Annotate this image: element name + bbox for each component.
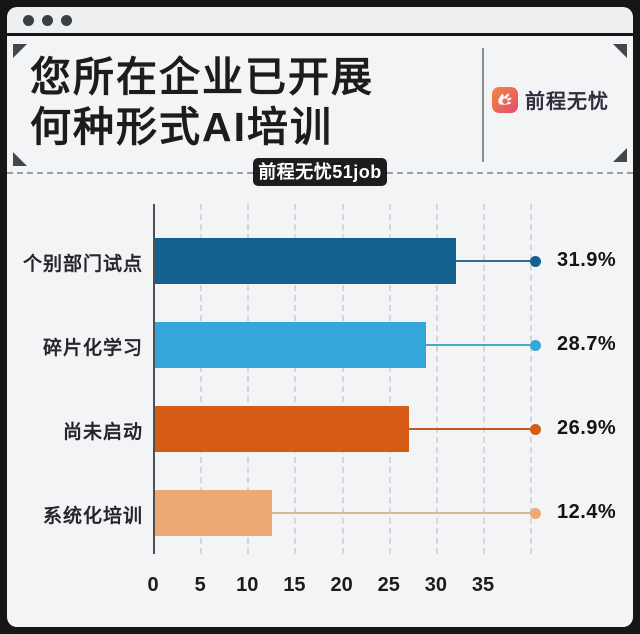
x-axis-tick: 30 <box>424 574 448 596</box>
gridline <box>530 204 533 554</box>
window-dot-icon <box>23 15 34 26</box>
window-titlebar <box>7 7 633 33</box>
corner-mark-top-right <box>613 44 627 58</box>
header-divider <box>482 48 484 162</box>
corner-mark-top-left <box>13 44 27 58</box>
brand-hand-icon <box>492 86 518 113</box>
corner-mark-bottom-left <box>13 152 27 166</box>
page-title: 您所在企业已开展 何种形式AI培训 <box>30 52 470 152</box>
leader-line <box>425 344 535 346</box>
source-badge: 前程无忧51job <box>253 158 387 186</box>
leader-line <box>271 512 535 514</box>
category-label: 碎片化学习 <box>42 338 143 359</box>
x-axis-tick: 15 <box>283 574 306 596</box>
gridline <box>483 204 486 554</box>
bar-chart: 个别部门试点 31.9% 碎片化学习 28.7% 尚未启动 26.9% 系统化培训 12.4%… <box>7 36 633 627</box>
value-label: 31.9% <box>557 249 617 271</box>
category-label: 系统化培训 <box>42 506 143 527</box>
leader-dot-icon <box>530 423 541 435</box>
gridline <box>200 204 203 554</box>
gridline <box>341 204 344 554</box>
gridline <box>247 204 250 554</box>
corner-mark-bottom-right <box>613 148 627 162</box>
leader-line <box>455 260 535 262</box>
category-label: 尚未启动 <box>62 422 143 443</box>
x-axis-tick: 10 <box>236 574 259 596</box>
leader-dot-icon <box>530 507 541 519</box>
leader-dot-icon <box>530 255 541 267</box>
bar <box>155 238 456 284</box>
value-label: 26.9% <box>557 417 617 439</box>
window-content: 您所在企业已开展 何种形式AI培训 前程无忧 前程无忧51job 个别部门试点 3… <box>7 36 633 627</box>
value-label: 28.7% <box>557 333 617 355</box>
gridline <box>388 204 391 554</box>
y-axis-line <box>153 204 155 554</box>
page-title-line2: 何种形式AI培训 <box>30 104 333 150</box>
brand-name: 前程无忧 <box>525 91 609 113</box>
window-dot-icon <box>61 15 72 26</box>
category-label: 个别部门试点 <box>22 254 143 275</box>
window-dots <box>23 15 72 26</box>
x-axis-tick: 35 <box>471 574 495 596</box>
x-axis-tick: 0 <box>147 574 159 596</box>
x-axis-tick: 20 <box>330 574 353 596</box>
bar <box>155 406 409 452</box>
brand-logo: 前程无忧 <box>492 85 609 114</box>
x-axis-tick: 25 <box>377 574 400 596</box>
leader-dot-icon <box>530 339 541 351</box>
value-label: 12.4% <box>557 501 617 523</box>
gridline <box>435 204 438 554</box>
bar <box>155 322 426 368</box>
page-title-line1: 您所在企业已开展 <box>30 54 374 100</box>
bar <box>155 490 272 536</box>
x-axis-tick: 5 <box>194 574 206 596</box>
window-dot-icon <box>42 15 53 26</box>
gridline <box>294 204 297 554</box>
leader-line <box>408 428 535 430</box>
